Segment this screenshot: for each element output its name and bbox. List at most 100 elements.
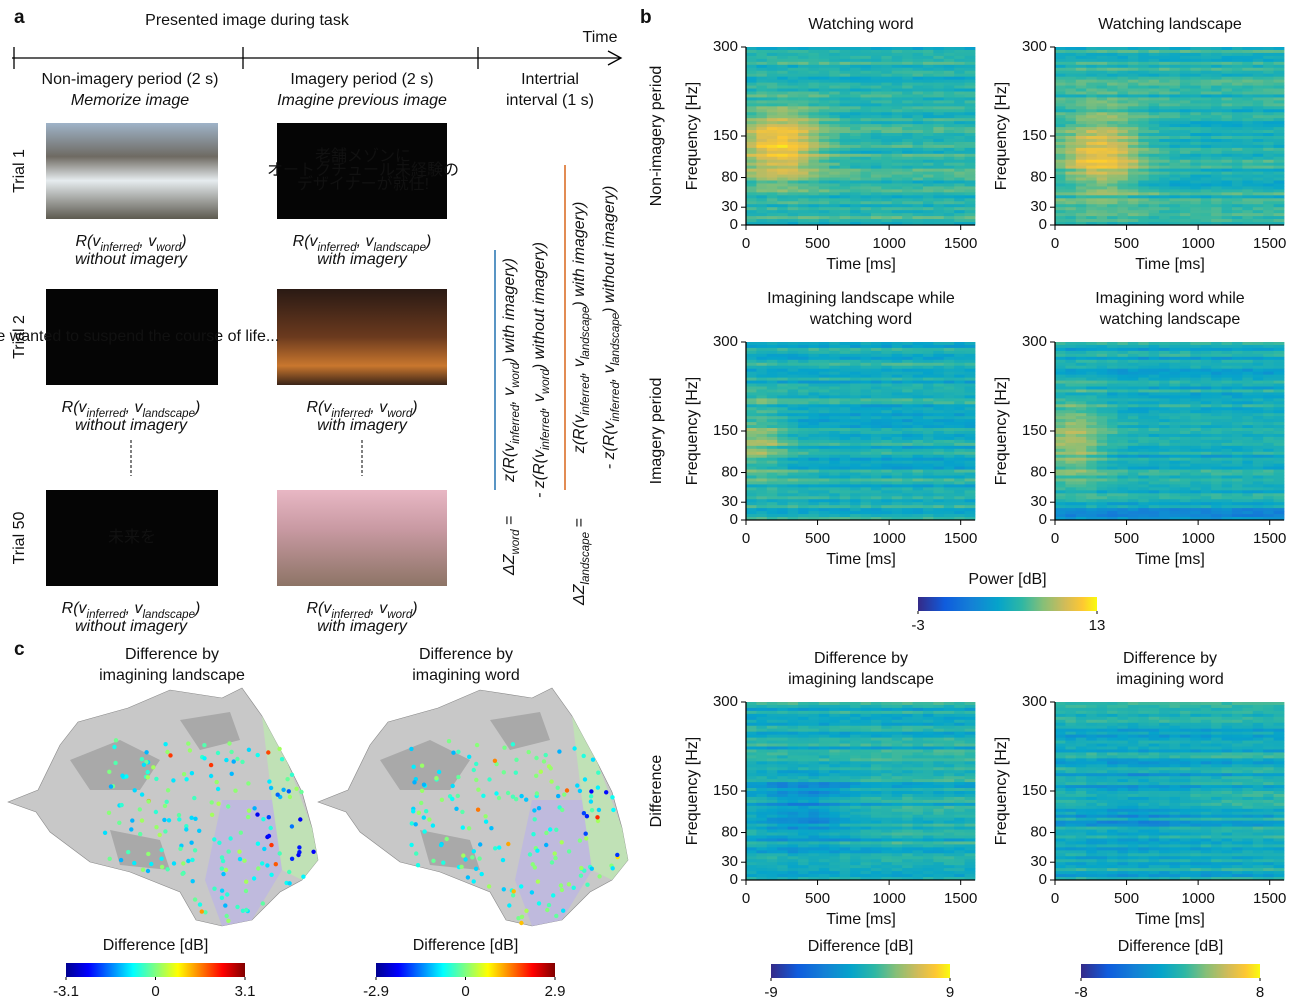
- heatmap-cell: [819, 77, 830, 80]
- heatmap-cell: [1170, 106, 1181, 109]
- heatmap-cell: [1076, 145, 1087, 148]
- heatmap-cell: [1076, 148, 1087, 151]
- heatmap-cell: [913, 493, 924, 496]
- heatmap-cell: [777, 499, 788, 502]
- heatmap-cell: [1138, 452, 1149, 455]
- heatmap-cell: [861, 419, 872, 422]
- heatmap-cell: [923, 375, 934, 378]
- heatmap-cell: [1149, 133, 1160, 136]
- heatmap-cell: [861, 195, 872, 198]
- heatmap-cell: [1232, 115, 1243, 118]
- heatmap-cell: [954, 425, 965, 428]
- heatmap-cell: [798, 431, 809, 434]
- heatmap-cell: [923, 413, 934, 416]
- heatmap-cell: [881, 467, 892, 470]
- heatmap-cell: [1170, 86, 1181, 89]
- heatmap-cell: [1065, 446, 1076, 449]
- heatmap-cell: [840, 360, 851, 363]
- heatmap-cell: [965, 452, 976, 455]
- heatmap-cell: [913, 470, 924, 473]
- heatmap-cell: [1170, 92, 1181, 95]
- heatmap-cell: [1201, 106, 1212, 109]
- heatmap-cell: [892, 124, 903, 127]
- heatmap-cell: [1055, 207, 1066, 210]
- heatmap-cell: [1190, 59, 1201, 62]
- heatmap-cell: [808, 369, 819, 372]
- heatmap-cell: [1201, 139, 1212, 142]
- heatmap-cell: [954, 422, 965, 425]
- heatmap-cell: [881, 169, 892, 172]
- heatmap-cell: [798, 80, 809, 83]
- heatmap-cell: [902, 470, 913, 473]
- heatmap-cell: [777, 201, 788, 204]
- heatmap-cell: [923, 207, 934, 210]
- text-segment: ) without imagery): [531, 242, 548, 371]
- heatmap-cell: [1097, 47, 1108, 50]
- heatmap-cell: [913, 455, 924, 458]
- heatmap-cell: [1253, 50, 1264, 53]
- heatmap-cell: [892, 387, 903, 390]
- heatmap-cell: [1107, 372, 1118, 375]
- heatmap-cell: [1086, 142, 1097, 145]
- heatmap-cell: [767, 163, 778, 166]
- heatmap-cell: [1107, 181, 1118, 184]
- heatmap-cell: [1055, 121, 1066, 124]
- heatmap-cell: [861, 395, 872, 398]
- heatmap-cell: [1263, 109, 1274, 112]
- heatmap-cell: [840, 407, 851, 410]
- heatmap-cell: [954, 204, 965, 207]
- heatmap-cell: [819, 508, 830, 511]
- heatmap-cell: [788, 345, 799, 348]
- heatmap-cell: [788, 381, 799, 384]
- heatmap-cell: [1159, 145, 1170, 148]
- heatmap-cell: [881, 175, 892, 178]
- heatmap-cell: [1159, 375, 1170, 378]
- heatmap-cell: [756, 198, 767, 201]
- heatmap-cell: [954, 124, 965, 127]
- heatmap-cell: [923, 410, 934, 413]
- heatmap-cell: [861, 505, 872, 508]
- heatmap-cell: [861, 47, 872, 50]
- heatmap-cell: [1055, 148, 1066, 151]
- heatmap-cell: [1128, 169, 1139, 172]
- heatmap-cell: [881, 404, 892, 407]
- heatmap-cell: [1201, 413, 1212, 416]
- heatmap-cell: [892, 407, 903, 410]
- heatmap-cell: [850, 189, 861, 192]
- heatmap-cell: [1242, 115, 1253, 118]
- heatmap-cell: [1253, 384, 1264, 387]
- heatmap-cell: [767, 181, 778, 184]
- heatmap-cell: [1065, 178, 1076, 181]
- heatmap-cell: [808, 139, 819, 142]
- heatmap-cell: [798, 422, 809, 425]
- heatmap-cell: [923, 157, 934, 160]
- heatmap-cell: [913, 387, 924, 390]
- heatmap-cell: [1097, 204, 1108, 207]
- heatmap-cell: [756, 62, 767, 65]
- heatmap-cell: [829, 115, 840, 118]
- heatmap-cell: [871, 508, 882, 511]
- heatmap-cell: [1190, 407, 1201, 410]
- heatmap-cell: [944, 351, 955, 354]
- heatmap-cell: [892, 511, 903, 514]
- heatmap-cell: [819, 97, 830, 100]
- heatmap-cell: [840, 381, 851, 384]
- heatmap-cell: [1253, 404, 1264, 407]
- text-segment: R(v: [62, 399, 88, 416]
- heatmap-cell: [892, 192, 903, 195]
- heatmap-cell: [1159, 178, 1170, 181]
- heatmap-cell: [746, 148, 757, 151]
- heatmap-cell: [1055, 351, 1066, 354]
- heatmap-cell: [1222, 142, 1233, 145]
- heatmap-cell: [1138, 198, 1149, 201]
- heatmap-cell: [1086, 103, 1097, 106]
- heatmap-cell: [933, 201, 944, 204]
- heatmap-cell: [933, 348, 944, 351]
- heatmap-cell: [746, 484, 757, 487]
- heatmap-cell: [1263, 207, 1274, 210]
- heatmap-cell: [1065, 384, 1076, 387]
- heatmap-cell: [965, 360, 976, 363]
- heatmap-cell: [1076, 127, 1087, 130]
- heatmap-cell: [840, 121, 851, 124]
- heatmap-cell: [913, 478, 924, 481]
